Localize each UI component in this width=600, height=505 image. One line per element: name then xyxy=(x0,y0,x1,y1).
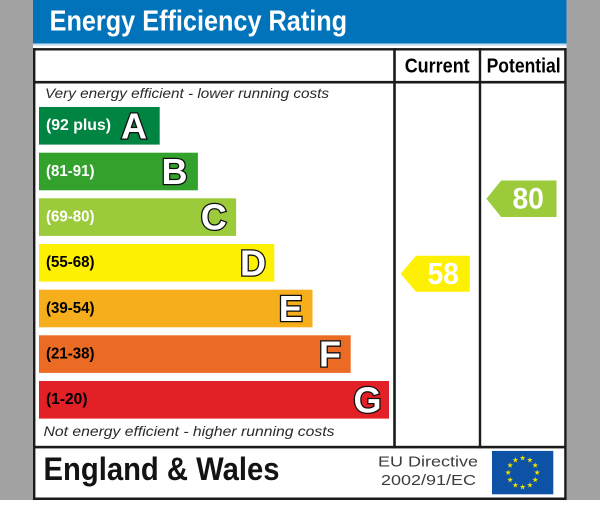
svg-text:(69-80): (69-80) xyxy=(46,208,95,225)
svg-text:A: A xyxy=(121,105,147,146)
svg-text:England & Wales: England & Wales xyxy=(44,450,280,487)
svg-text:EU Directive: EU Directive xyxy=(378,454,478,471)
svg-text:E: E xyxy=(279,288,303,329)
svg-text:(21-38): (21-38) xyxy=(46,345,95,362)
svg-text:(39-54): (39-54) xyxy=(46,300,95,317)
svg-text:Potential: Potential xyxy=(487,54,561,77)
svg-text:58: 58 xyxy=(427,256,459,291)
svg-text:G: G xyxy=(353,379,381,420)
svg-text:D: D xyxy=(240,242,266,283)
svg-text:2002/91/EC: 2002/91/EC xyxy=(381,472,476,489)
svg-text:(92 plus): (92 plus) xyxy=(46,117,111,134)
svg-text:(1-20): (1-20) xyxy=(46,391,88,408)
svg-text:B: B xyxy=(162,151,188,192)
svg-text:C: C xyxy=(201,197,227,238)
svg-text:Not energy efficient - higher: Not energy efficient - higher running co… xyxy=(44,424,335,440)
svg-text:Very energy efficient - lower: Very energy efficient - lower running co… xyxy=(45,86,329,102)
svg-text:(55-68): (55-68) xyxy=(46,254,95,271)
svg-text:Current: Current xyxy=(405,54,470,77)
svg-text:Energy Efficiency Rating: Energy Efficiency Rating xyxy=(50,6,348,38)
svg-text:(81-91): (81-91) xyxy=(46,163,95,180)
svg-text:F: F xyxy=(319,334,341,375)
svg-text:80: 80 xyxy=(512,182,544,215)
